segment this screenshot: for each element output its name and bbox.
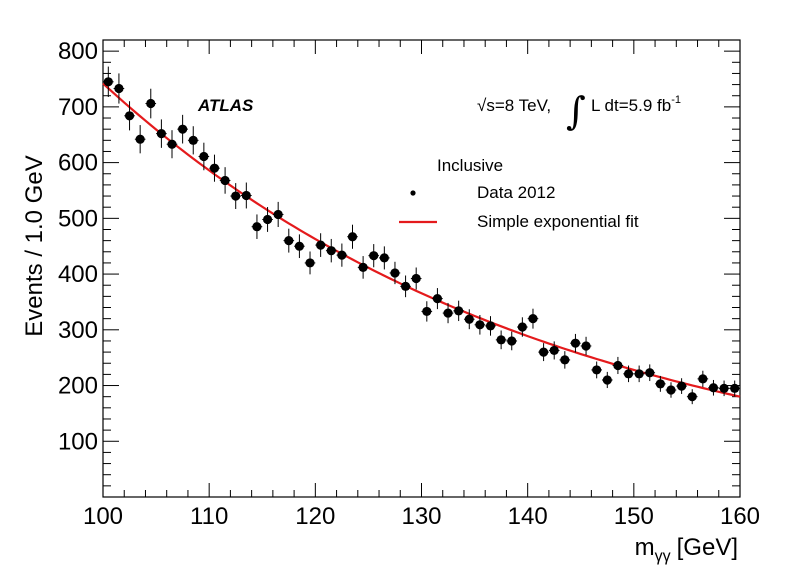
data-point [411,273,421,284]
data-point [273,209,283,220]
data-point [220,175,230,186]
data-point [231,191,241,201]
y-tick-labels: 100 200 300 400 500 600 700 800 [58,38,98,455]
lumi-exponent: -1 [671,94,681,106]
data-point [337,250,347,260]
data-point [432,293,443,304]
legend-label-data: Data 2012 [477,183,555,202]
y-axis-title: Events / 1.0 GeV [21,155,48,336]
data-point [369,251,379,261]
data-point [655,379,665,389]
x-tick-label: 130 [401,503,441,530]
y-tick-label: 200 [58,373,98,400]
legend-header: Inclusive [437,156,503,175]
data-point [687,392,697,402]
data-point [379,253,389,263]
data-point [602,375,612,385]
x-tick-labels: 100 110 120 130 140 150 160 [83,503,760,530]
x-axis-title-unit: [GeV] [677,534,738,561]
data-point [454,306,464,316]
y-tick-label: 300 [58,317,98,344]
data-point [507,336,517,346]
x-tick-label: 110 [190,503,228,530]
data-point [730,383,740,393]
data-point [156,129,166,139]
data-point [390,268,400,278]
data-point [103,77,113,87]
y-tick-label: 600 [58,150,98,177]
data-point [252,222,262,232]
data-point [708,383,719,393]
x-tick-label: 120 [295,503,335,530]
lumi-label: L dt=5.9 fb-1 [591,94,681,115]
data-point [209,163,220,173]
data-point [422,306,432,317]
data-point [560,355,570,365]
data-point [262,214,273,225]
data-point [114,83,124,94]
y-tick-label: 400 [58,261,98,288]
data-point [570,338,581,348]
data-point [634,369,644,379]
data-point [305,258,315,268]
data-point [581,341,591,351]
data-point [698,374,708,384]
atlas-label: ATLAS [197,96,254,115]
data-point [167,139,177,149]
data-point [623,369,634,379]
y-tick-label: 100 [58,428,98,455]
energy-label: √s=8 TeV, [477,96,551,115]
data-point [496,335,506,345]
data-point [528,314,538,324]
data-point [241,190,251,201]
y-tick-label: 800 [58,38,98,65]
data-point [592,365,602,375]
data-point [443,308,453,318]
y-tick-label: 700 [58,94,98,121]
data-point [124,111,135,121]
legend: Inclusive Data 2012 Simple exponential f… [399,156,639,231]
x-tick-label: 150 [614,503,654,530]
x-axis-title: mγγ [GeV] [635,534,738,565]
lumi-label-main: L dt=5.9 fb [591,96,671,115]
data-point [284,236,294,246]
x-tick-label: 100 [83,503,123,530]
data-point [666,385,676,395]
data-point [517,322,527,332]
data-point [294,241,305,251]
legend-label-fit: Simple exponential fit [477,212,639,231]
data-point [538,347,549,357]
data-points [103,66,740,405]
legend-marker-data [410,190,416,196]
data-point [347,232,358,242]
y-tick-label: 500 [58,205,98,232]
data-point [326,246,336,256]
data-point [677,381,687,391]
data-point [613,360,623,371]
data-point [549,345,559,356]
x-axis-title-sub: γγ [655,548,671,565]
data-point [464,314,474,324]
data-point [188,135,198,145]
data-point [146,98,156,109]
data-point [400,281,411,291]
data-point [719,383,729,393]
data-point [475,320,485,330]
data-point [135,134,145,144]
exponential-fit-curve [102,82,741,398]
data-point [358,262,368,272]
data-point [485,321,496,331]
data-point [316,240,326,250]
x-axis-title-main: m [635,534,655,561]
x-tick-label: 160 [720,503,760,530]
x-tick-label: 140 [508,503,548,530]
integral-sign: ∫ [566,89,586,133]
data-point [645,368,655,378]
data-point [178,124,188,134]
data-point [199,151,209,162]
